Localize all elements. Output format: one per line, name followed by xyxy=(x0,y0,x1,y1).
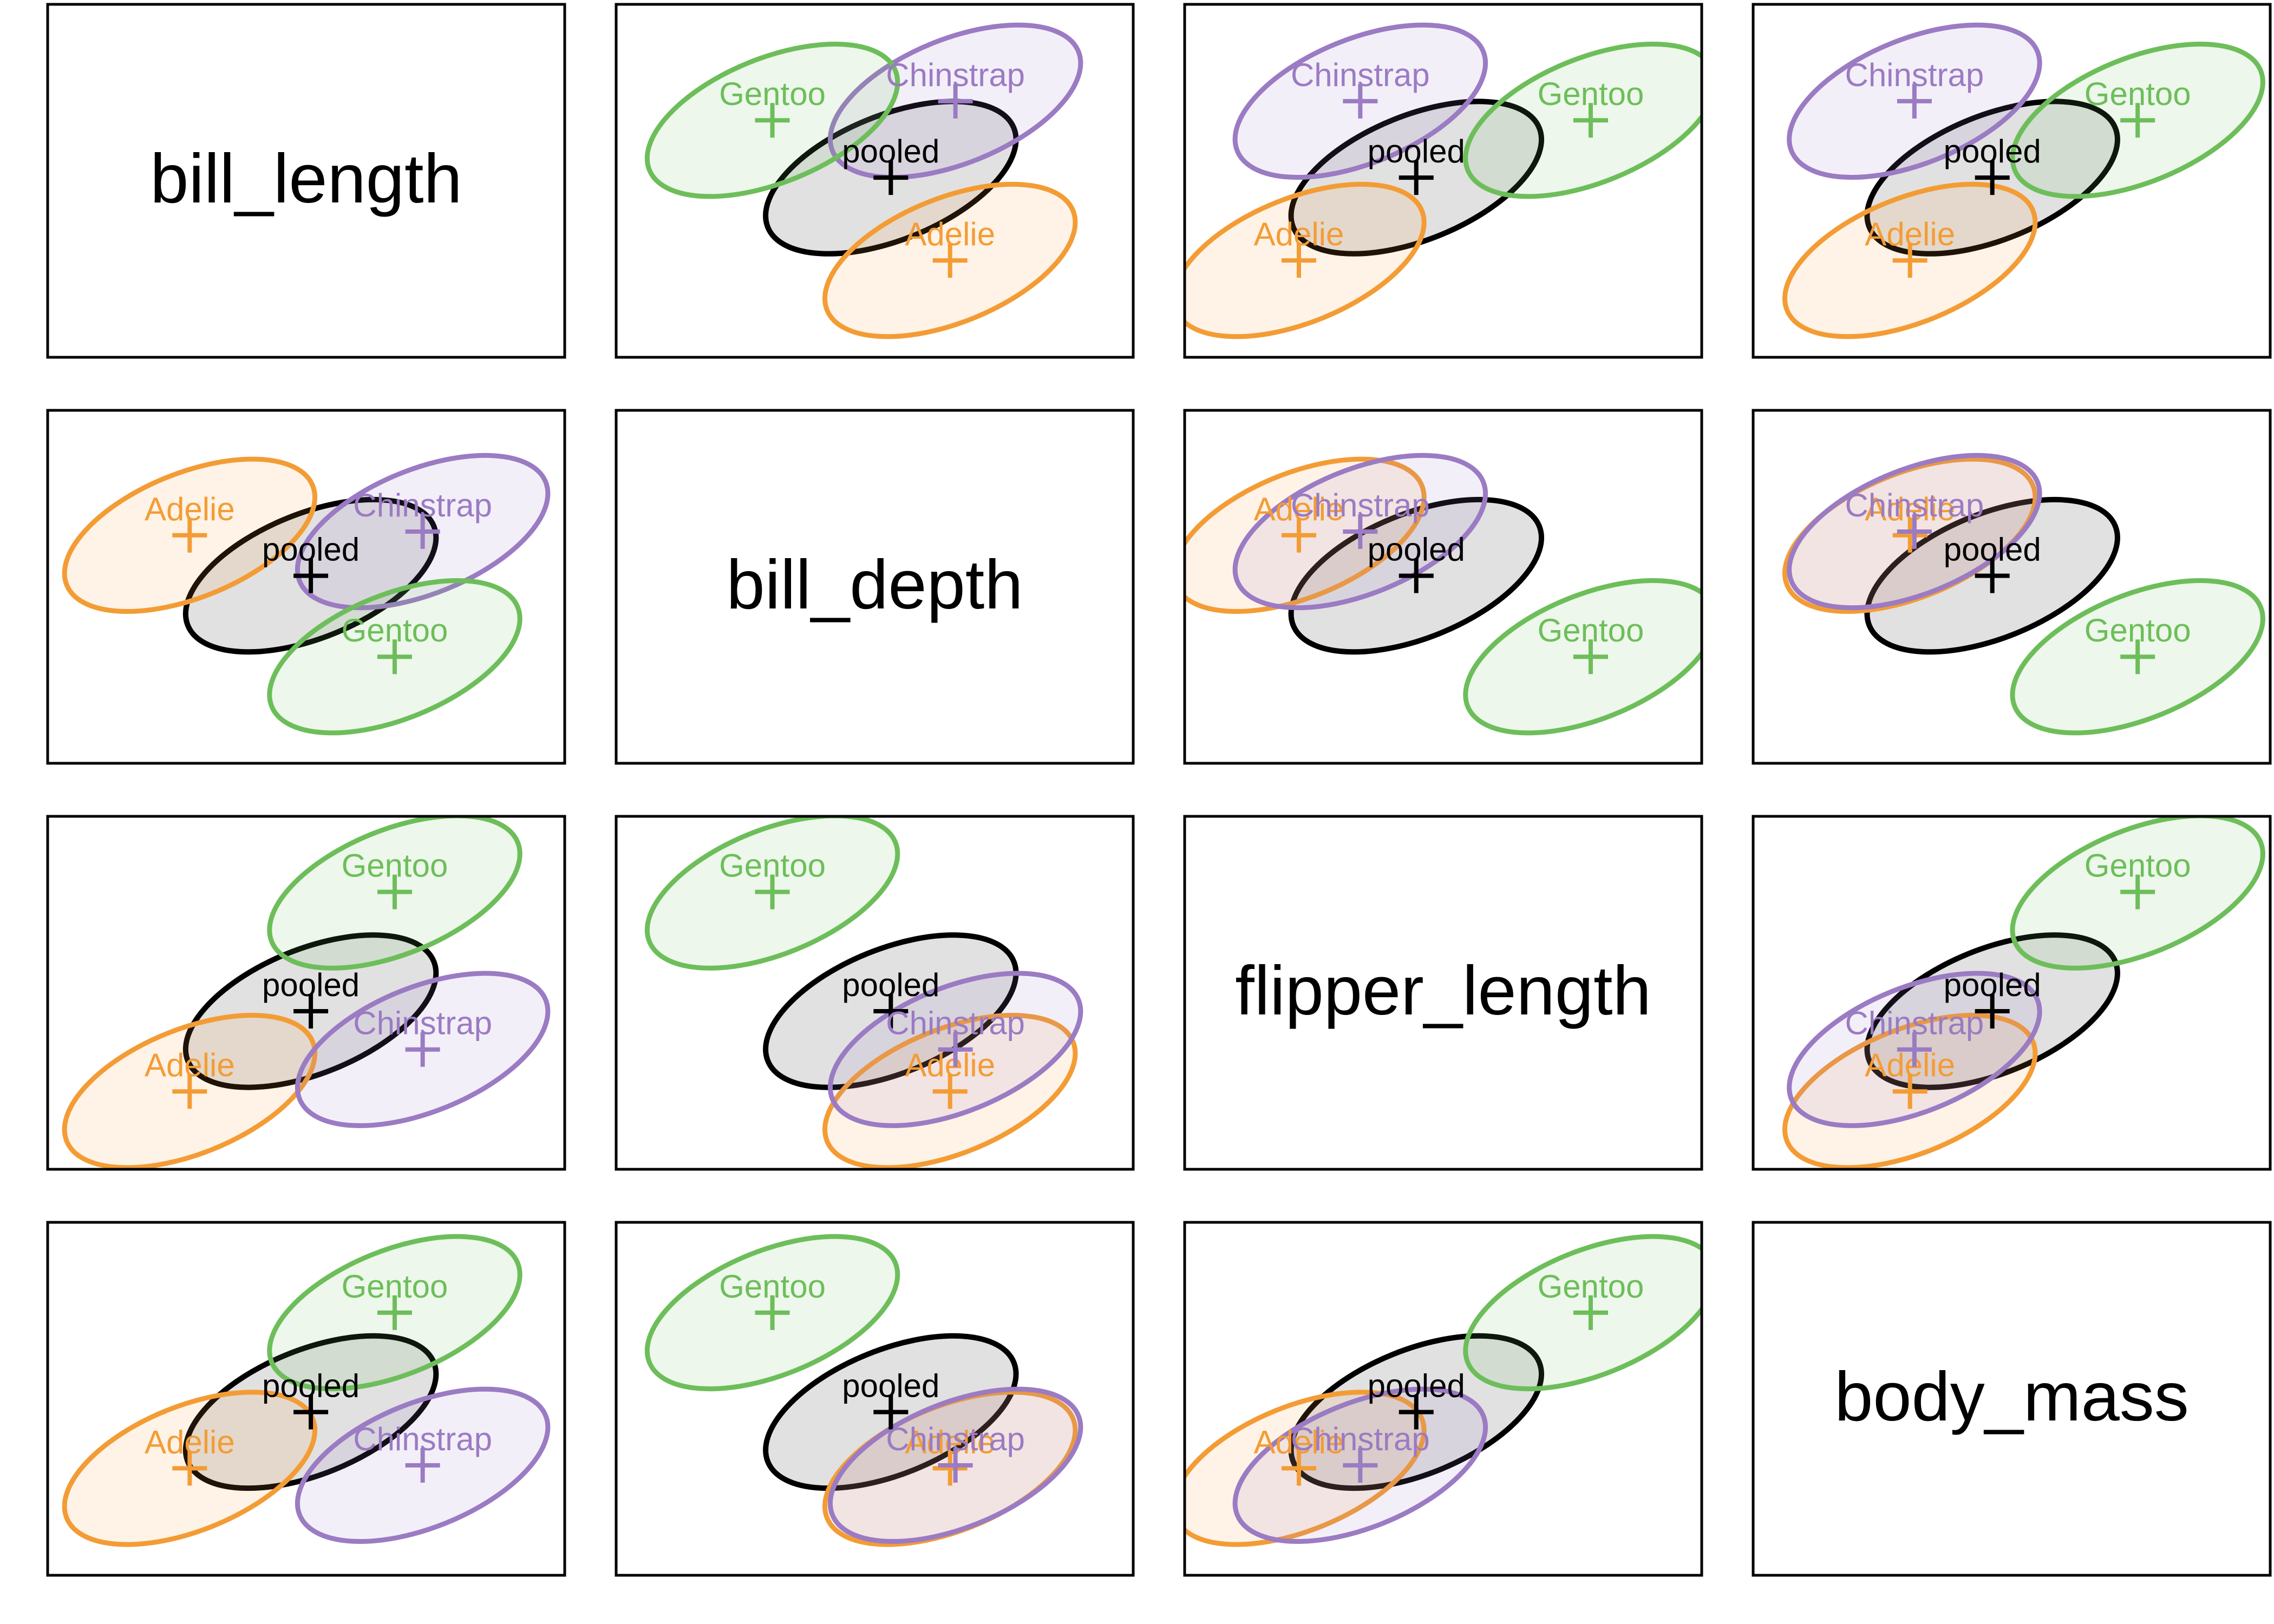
diagonal-label: bill_depth xyxy=(727,546,1023,624)
panel-frame xyxy=(46,409,566,765)
panel-background xyxy=(48,1222,565,1575)
panel-frame xyxy=(46,1221,566,1577)
mean-marker-gentoo xyxy=(377,1295,413,1330)
mean-marker-adelie xyxy=(1281,1451,1316,1486)
panel-body_mass-vs-body_mass: body_mass xyxy=(1752,1221,2272,1577)
mean-marker-pooled xyxy=(1975,994,2010,1029)
mean-marker-pooled xyxy=(1399,1394,1434,1430)
mean-marker-gentoo xyxy=(2120,874,2155,909)
mean-marker-pooled xyxy=(293,1394,329,1430)
panel-frame xyxy=(615,409,1135,765)
mean-marker-pooled xyxy=(1975,160,2010,195)
mean-marker-gentoo xyxy=(755,1295,790,1330)
mean-marker-chinstrap xyxy=(938,83,973,119)
mean-marker-pooled xyxy=(873,1394,909,1430)
panel-background xyxy=(1753,4,2270,357)
panel-background xyxy=(1753,816,2270,1169)
mean-marker-adelie xyxy=(1281,243,1316,278)
panel-flipper_length-vs-flipper_length: flipper_length xyxy=(1183,815,1703,1171)
mean-marker-adelie xyxy=(172,518,207,553)
panel-background xyxy=(48,410,565,763)
mean-marker-chinstrap xyxy=(405,514,440,549)
panel-bill_depth-vs-bill_depth: bill_depth xyxy=(615,409,1135,765)
mean-marker-chinstrap xyxy=(938,1032,973,1067)
mean-marker-chinstrap xyxy=(405,1448,440,1483)
panel-frame xyxy=(46,3,566,359)
diagonal-label: body_mass xyxy=(1834,1358,2189,1436)
panel-background xyxy=(1185,4,1702,357)
mean-marker-pooled xyxy=(293,558,329,593)
mean-marker-adelie xyxy=(932,243,968,278)
mean-marker-chinstrap xyxy=(1343,1448,1378,1483)
mean-marker-gentoo xyxy=(377,639,413,675)
mean-marker-adelie xyxy=(1281,518,1316,553)
mean-marker-adelie xyxy=(172,1451,207,1486)
mean-marker-gentoo xyxy=(377,874,413,909)
mean-marker-adelie xyxy=(1892,518,1927,553)
mean-marker-gentoo xyxy=(2120,639,2155,675)
mean-marker-gentoo xyxy=(1573,639,1608,675)
mean-marker-pooled xyxy=(873,994,909,1029)
diagonal-label: bill_length xyxy=(150,140,462,218)
mean-marker-chinstrap xyxy=(1343,514,1378,549)
panel-frame xyxy=(615,1221,1135,1577)
mean-marker-gentoo xyxy=(1573,1295,1608,1330)
mean-marker-gentoo xyxy=(755,103,790,138)
mean-marker-chinstrap xyxy=(1897,514,1932,549)
mean-marker-chinstrap xyxy=(1897,1032,1932,1067)
panel-frame xyxy=(615,815,1135,1171)
mean-marker-chinstrap xyxy=(938,1448,973,1483)
panel-frame xyxy=(1183,3,1703,359)
panel-bill_length-vs-bill_length: bill_length xyxy=(46,3,566,359)
mean-marker-adelie xyxy=(932,1451,968,1486)
panel-frame xyxy=(1183,409,1703,765)
mean-marker-gentoo xyxy=(1573,103,1608,138)
panel-frame xyxy=(1752,3,2272,359)
panel-background xyxy=(616,816,1133,1169)
mean-marker-adelie xyxy=(1892,243,1927,278)
panel-background xyxy=(1185,1222,1702,1575)
mean-marker-chinstrap xyxy=(1343,83,1378,119)
mean-marker-adelie xyxy=(1892,1074,1927,1109)
panel-frame xyxy=(1752,815,2272,1171)
panel-frame xyxy=(1752,1221,2272,1577)
panel-frame xyxy=(1183,1221,1703,1577)
mean-marker-pooled xyxy=(873,160,909,195)
mean-marker-pooled xyxy=(1975,558,2010,593)
mean-marker-pooled xyxy=(1399,558,1434,593)
mean-marker-pooled xyxy=(293,994,329,1029)
panel-frame xyxy=(1183,815,1703,1171)
panel-frame xyxy=(615,3,1135,359)
mean-marker-gentoo xyxy=(755,874,790,909)
mean-marker-gentoo xyxy=(2120,103,2155,138)
mean-marker-adelie xyxy=(172,1074,207,1109)
mean-marker-chinstrap xyxy=(405,1032,440,1067)
mean-marker-adelie xyxy=(932,1074,968,1109)
mean-marker-chinstrap xyxy=(1897,83,1932,119)
mean-marker-pooled xyxy=(1399,160,1434,195)
panel-frame xyxy=(46,815,566,1171)
panel-frame xyxy=(1752,409,2272,765)
panel-background xyxy=(616,4,1133,357)
diagonal-label: flipper_length xyxy=(1235,952,1651,1030)
